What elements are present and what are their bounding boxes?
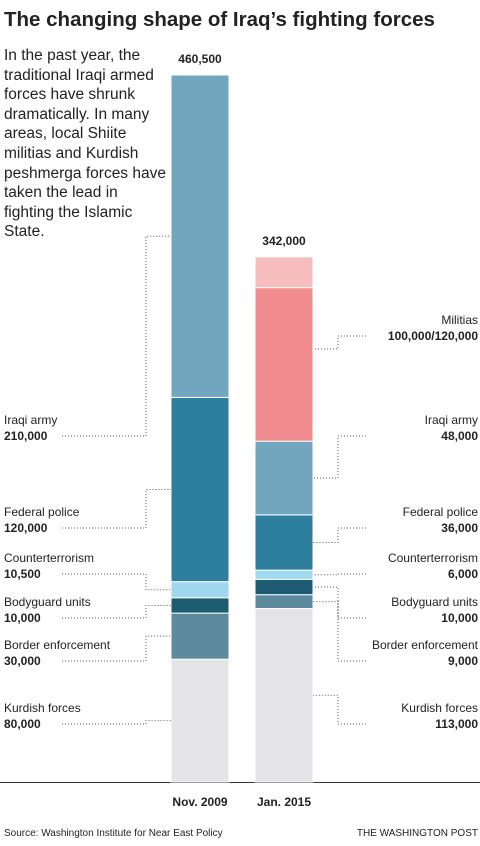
bar-segment <box>170 396 230 583</box>
bar-segment <box>254 287 314 442</box>
value-label: 10,500 <box>4 567 41 581</box>
series-label: Border enforcement <box>4 638 111 652</box>
value-label: 80,000 <box>4 717 41 731</box>
bar-segment <box>254 608 314 783</box>
value-label: 30,000 <box>4 654 41 668</box>
value-label: 6,000 <box>448 567 478 581</box>
series-label: Militias <box>441 313 478 327</box>
value-label: 9,000 <box>448 654 478 668</box>
series-label: Federal police <box>403 505 479 519</box>
bar-segment <box>170 581 230 599</box>
leader-line <box>313 435 366 479</box>
leader-line <box>313 694 366 725</box>
credit: THE WASHINGTON POST <box>357 828 478 839</box>
total-label: 460,500 <box>178 52 222 66</box>
series-label: Kurdish forces <box>401 701 478 715</box>
series-label: Bodyguard units <box>4 595 91 609</box>
series-label: Bodyguard units <box>391 595 478 609</box>
x-tick-label: Jan. 2015 <box>257 795 311 809</box>
source: Source: Washington Institute for Near Ea… <box>4 828 223 839</box>
bar-segment <box>170 74 230 398</box>
series-label: Counterterrorism <box>4 551 94 565</box>
value-label: 100,000/120,000 <box>388 329 478 343</box>
bar-segment <box>170 658 230 783</box>
leader-line <box>62 635 171 662</box>
bar-segment <box>170 612 230 660</box>
bar-segment <box>254 569 314 580</box>
value-label: 10,000 <box>441 611 478 625</box>
bar-segment-upper <box>254 256 314 289</box>
value-label: 113,000 <box>435 717 478 731</box>
leader-line <box>62 720 171 725</box>
series-label: Border enforcement <box>372 638 479 652</box>
bar-segment <box>254 440 314 516</box>
chart-title: The changing shape of Iraq’s fighting fo… <box>4 8 435 31</box>
leader-line <box>62 573 171 591</box>
bar-segment <box>254 578 314 596</box>
value-label: 120,000 <box>4 521 48 535</box>
series-label: Iraqi army <box>4 413 57 427</box>
value-label: 36,000 <box>441 521 478 535</box>
bar-segment <box>170 597 230 614</box>
leader-line <box>313 586 366 619</box>
bar-segment <box>254 594 314 610</box>
value-label: 48,000 <box>441 429 478 443</box>
description: In the past year, the traditional Iraqi … <box>4 47 166 241</box>
leader-line <box>62 489 171 529</box>
total-label: 342,000 <box>262 234 306 248</box>
leader-line <box>313 527 366 543</box>
series-label: Counterterrorism <box>388 551 478 565</box>
leader-line <box>313 573 366 576</box>
leader-line <box>62 235 171 437</box>
bar-segment <box>254 514 314 571</box>
leader-line <box>313 335 366 350</box>
x-tick-label: Nov. 2009 <box>172 795 227 809</box>
leader-line <box>62 604 171 619</box>
series-label: Iraqi army <box>425 413 478 427</box>
series-label: Federal police <box>4 505 80 519</box>
series-label: Kurdish forces <box>4 701 81 715</box>
value-label: 210,000 <box>4 429 48 443</box>
value-label: 10,000 <box>4 611 41 625</box>
leader-line <box>313 601 366 662</box>
